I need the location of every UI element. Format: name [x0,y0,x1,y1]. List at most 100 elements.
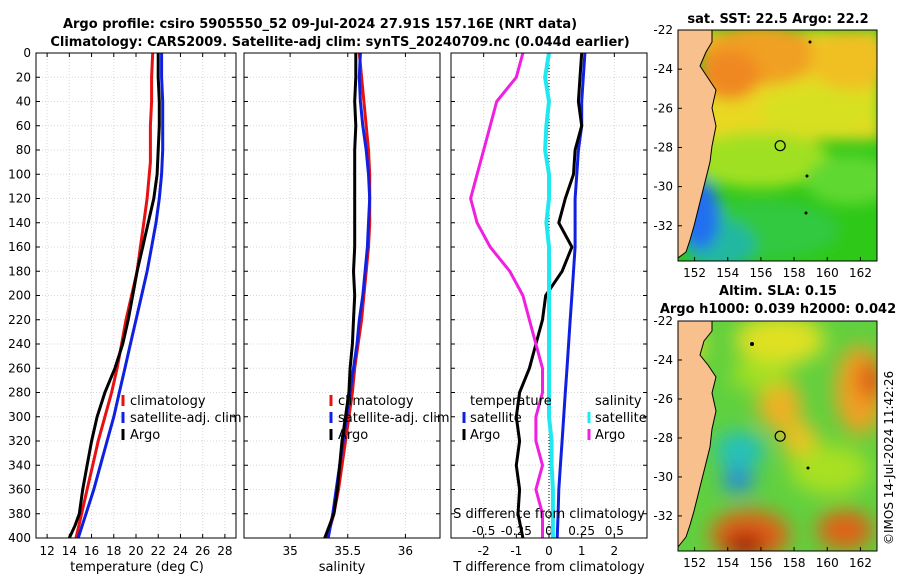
difference-top-axis-label: S difference from climatology [453,507,645,522]
sla-island [806,466,810,470]
x-tick-label: -1 [510,544,522,558]
sst-land [678,30,716,258]
map-y-tick-label: -32 [653,509,673,523]
y-tick-label: 140 [8,216,31,230]
x-tick-label: 22 [151,544,166,558]
x-tick-label: 36 [398,544,413,558]
x-tick-label: 16 [84,544,99,558]
sst-island [804,211,808,215]
x-tick-label: 14 [62,544,77,558]
series-line-t-argo [514,52,584,539]
y-tick-label: 180 [8,264,31,278]
plot-frame [243,52,441,539]
x-tick-label: 12 [39,544,54,558]
legend-satellite-adj: satellite-adj. clim [338,411,450,426]
x-tick-label: 18 [106,544,121,558]
map-x-tick-label: 160 [816,556,839,570]
map-y-tick-label: -26 [653,392,673,406]
legend-t-argo: Argo [470,428,500,443]
legend-s-satellite: satellite [595,411,647,426]
map-x-tick-label: 162 [849,556,872,570]
series-line-satellite-adj-clim [76,53,165,539]
sst-profile-marker [774,140,786,152]
map-x-tick-label: 162 [849,266,872,280]
map-x-tick-label: 154 [716,266,739,280]
sla-map-image [678,321,877,551]
map-y-tick-label: -26 [653,101,673,115]
sst-coastline [678,30,717,259]
top-tick-label: 0.25 [568,524,595,538]
legend-t-satellite: satellite [470,411,522,426]
difference-legend: temperature satellite Argo salinity sate… [462,394,647,443]
y-tick-label: 220 [8,313,31,327]
legend-temperature-title: temperature [470,394,552,409]
sla-map-frame [677,320,878,552]
temperature-panel: 0 20 40 60 80 100 120 140 160 180 200 220 240 260 280 3… [8,46,237,558]
legend-climatology: climatology [130,394,206,409]
salinity-panel: 35 35.5 36 [243,52,441,558]
sla-profile-marker [774,430,786,442]
legend-satellite-adj: satellite-adj. clim [130,411,242,426]
y-tick-label: 240 [8,337,31,351]
sla-map-subtitle: Argo h1000: 0.039 h2000: 0.042 [660,302,896,317]
series-line-s-satellite [543,52,555,538]
temperature-xlabel: temperature (deg C) [70,560,204,575]
x-tick-label: -2 [478,544,490,558]
map-x-tick-label: 156 [749,266,772,280]
series-line-argo [67,53,161,539]
series-line-climatology [325,52,372,539]
imos-watermark: ©IMOS 14-Jul-2024 11:42:26 [882,371,896,545]
x-tick-label: 35 [282,544,297,558]
map-y-tick-label: -24 [653,62,673,76]
x-tick-label: 26 [195,544,210,558]
y-tick-label: 160 [8,240,31,254]
legend-argo: Argo [130,428,160,443]
legend-s-argo: Argo [595,428,625,443]
sla-island [750,342,754,346]
x-tick-label: 35.5 [334,544,361,558]
main-title-line1: Argo profile: csiro 5905550_52 09-Jul-20… [63,17,577,32]
plot-frame [450,52,648,539]
map-x-tick-label: 160 [816,266,839,280]
sst-island [805,174,809,178]
salinity-legend: climatology satellite-adj. clim Argo [329,394,450,443]
y-tick-label: 100 [8,167,31,181]
difference-panel: -2 -1 0 1 2 -0.5 -0.25 0 0.25 0.5 [450,52,648,558]
top-tick-label: 0.5 [605,524,624,538]
map-x-tick-label: 152 [683,266,706,280]
map-y-tick-label: -28 [653,140,673,154]
sst-map-title: sat. SST: 22.5 Argo: 22.2 [687,12,868,27]
map-y-tick-label: -32 [653,219,673,233]
y-tick-label: 200 [8,289,31,303]
sst-island [808,40,812,44]
legend-argo: Argo [338,428,368,443]
y-tick-label: 300 [8,410,31,424]
sst-map-frame [677,29,878,262]
series-line-s-argo [469,52,544,538]
map-y-tick-label: -28 [653,431,673,445]
map-y-tick-label: -30 [653,470,673,484]
difference-xlabel: T difference from climatology [452,560,645,575]
sla-map-axes: 152 154 156 158 160 162 -22 -24 -26 -28 -30 -32 [653,314,871,570]
map-y-tick-label: -22 [653,23,673,37]
map-y-tick-label: -22 [653,314,673,328]
y-tick-label: 340 [8,458,31,472]
main-title-line2: Climatology: CARS2009. Satellite-adj cli… [50,35,629,50]
sst-map-axes: 152 154 156 158 160 162 -22 -24 -26 -28 -30 -32 [653,23,871,280]
y-tick-label: 280 [8,386,31,400]
legend-salinity-title: salinity [595,394,642,409]
x-tick-label: 28 [217,544,232,558]
legend-climatology: climatology [338,394,414,409]
y-tick-label: 260 [8,361,31,375]
map-x-tick-label: 154 [716,556,739,570]
map-x-tick-label: 158 [783,556,806,570]
y-tick-label: 0 [23,46,31,60]
map-x-tick-label: 156 [749,556,772,570]
temperature-legend: climatology satellite-adj. clim Argo [121,394,242,443]
plot-frame [35,52,237,539]
x-tick-label: 24 [173,544,188,558]
sla-map-title: Altim. SLA: 0.15 [719,284,837,299]
top-tick-label: 0 [545,524,553,538]
y-tick-label: 80 [16,143,31,157]
